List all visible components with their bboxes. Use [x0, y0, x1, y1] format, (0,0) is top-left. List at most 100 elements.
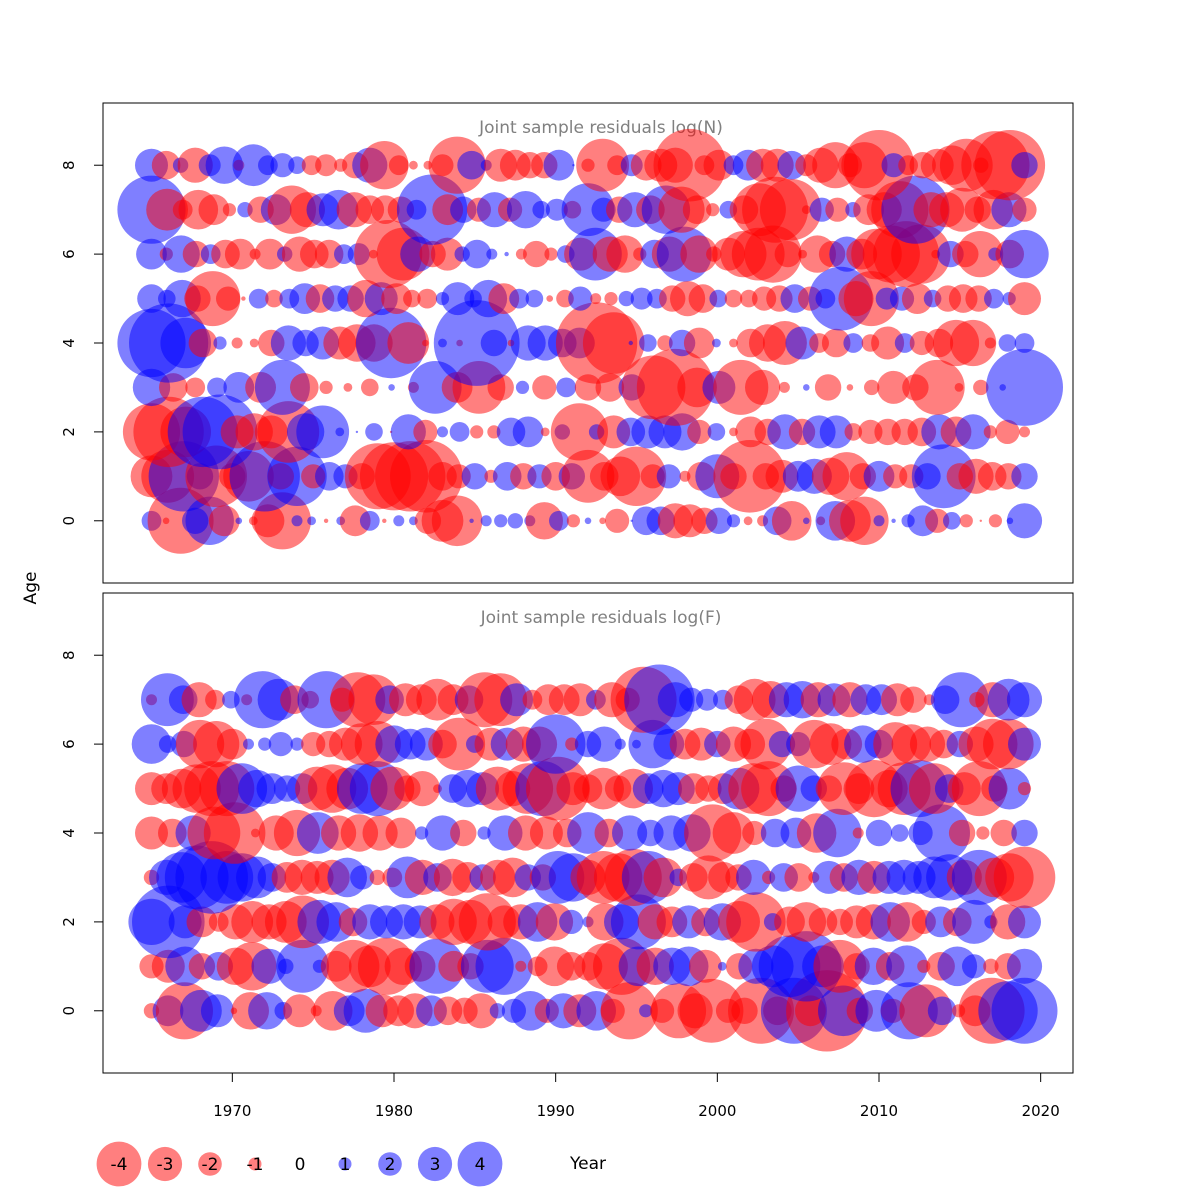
negative-residual-bubble: [1012, 197, 1037, 222]
negative-residual-bubble: [151, 150, 181, 180]
positive-residual-bubble: [235, 517, 243, 525]
negative-residual-bubble: [422, 339, 429, 347]
positive-residual-bubble: [512, 416, 544, 448]
negative-residual-bubble: [290, 373, 319, 402]
legend: -4 -3 -2 -1 0 1 2 3 4: [96, 1141, 503, 1187]
positive-residual-bubble: [927, 996, 957, 1026]
positive-residual-bubble: [584, 517, 592, 525]
negative-residual-bubble: [1008, 282, 1041, 316]
x-tick-label: 2020: [1022, 1102, 1060, 1120]
legend-bubble: [338, 1157, 352, 1171]
negative-residual-bubble: [181, 682, 217, 718]
negative-residual-bubble: [599, 517, 606, 525]
positive-residual-bubble: [736, 859, 772, 896]
positive-residual-bubble: [760, 818, 790, 848]
negative-residual-bubble: [712, 812, 755, 854]
positive-residual-bubble: [984, 288, 1004, 309]
positive-residual-bubble: [213, 336, 227, 350]
legend-bubble: [457, 1141, 503, 1187]
negative-residual-bubble: [843, 271, 899, 327]
negative-residual-bubble: [653, 128, 727, 202]
negative-residual-bubble: [515, 960, 527, 972]
negative-residual-bubble: [369, 869, 385, 886]
positive-residual-bubble: [891, 824, 909, 842]
positive-residual-bubble: [561, 183, 615, 237]
negative-residual-bubble: [430, 237, 464, 271]
legend-label: -4: [111, 1155, 128, 1175]
positive-residual-bubble: [489, 1003, 506, 1019]
positive-residual-bubble: [415, 826, 429, 840]
positive-residual-bubble: [803, 517, 810, 525]
negative-residual-bubble: [450, 819, 477, 847]
negative-residual-bubble: [983, 958, 999, 974]
positive-residual-bubble: [182, 394, 258, 470]
negative-residual-bubble: [871, 326, 905, 360]
y-tick-label: 4: [60, 828, 78, 838]
positive-residual-bubble: [461, 463, 488, 490]
legend-bubble: [417, 1146, 453, 1182]
positive-residual-bubble: [504, 251, 509, 257]
positive-residual-bubble: [1011, 819, 1038, 847]
negative-residual-bubble: [682, 195, 712, 224]
negative-residual-bubble: [909, 359, 965, 415]
negative-residual-bubble: [222, 203, 236, 217]
negative-residual-bubble: [979, 519, 982, 522]
positive-residual-bubble: [567, 812, 609, 854]
positive-residual-bubble: [612, 815, 648, 851]
negative-residual-bubble: [993, 846, 1056, 909]
positive-residual-bubble: [248, 288, 269, 309]
negative-residual-bubble: [382, 518, 387, 523]
y-tick-label: 6: [60, 739, 78, 749]
positive-residual-bubble: [955, 414, 991, 450]
negative-residual-bubble: [188, 328, 218, 358]
positive-residual-bubble: [991, 977, 1058, 1044]
negative-residual-bubble: [840, 496, 889, 545]
y-tick-label: 0: [60, 1006, 78, 1016]
legend-bubble: [147, 1146, 183, 1182]
positive-residual-bubble: [469, 518, 474, 523]
negative-residual-bubble: [231, 337, 243, 349]
positive-residual-bubble: [891, 518, 896, 523]
legend-label: 3: [430, 1155, 441, 1175]
positive-residual-bubble: [334, 244, 354, 264]
positive-residual-bubble: [656, 464, 681, 489]
positive-residual-bubble: [449, 422, 470, 442]
negative-residual-bubble: [743, 516, 753, 526]
positive-residual-bubble: [572, 164, 575, 167]
positive-residual-bubble: [865, 819, 893, 847]
positive-residual-bubble: [270, 153, 295, 178]
negative-residual-bubble: [283, 994, 317, 1028]
negative-residual-bubble: [216, 286, 241, 311]
negative-residual-bubble: [813, 939, 867, 993]
positive-residual-bubble: [437, 426, 448, 438]
positive-residual-bubble: [1011, 463, 1038, 490]
panel-log-n-title: Joint sample residuals log(N): [478, 118, 723, 138]
y-tick-label: 2: [60, 917, 78, 927]
panel-log-n-bubbles: [117, 128, 1063, 554]
legend-label: 2: [385, 1155, 396, 1175]
positive-residual-bubble: [424, 815, 461, 851]
positive-residual-bubble: [1006, 503, 1043, 539]
negative-residual-bubble: [205, 689, 225, 710]
negative-residual-bubble: [182, 240, 210, 268]
positive-residual-bubble: [813, 808, 862, 858]
positive-residual-bubble: [717, 961, 727, 971]
negative-residual-bubble: [546, 295, 553, 302]
x-tick-label: 2010: [860, 1102, 898, 1120]
positive-residual-bubble: [290, 737, 304, 751]
positive-residual-bubble: [509, 288, 529, 309]
negative-residual-bubble: [390, 440, 463, 513]
positive-residual-bubble: [843, 333, 864, 353]
negative-residual-bubble: [525, 502, 563, 540]
negative-residual-bubble: [877, 370, 911, 404]
positive-residual-bubble: [268, 732, 293, 757]
positive-residual-bubble: [549, 510, 569, 531]
negative-residual-bubble: [995, 419, 1020, 444]
negative-residual-bubble: [224, 238, 256, 270]
negative-residual-bubble: [950, 319, 997, 367]
negative-residual-bubble: [706, 203, 720, 217]
positive-residual-bubble: [136, 238, 167, 270]
negative-residual-bubble: [563, 683, 597, 717]
positive-residual-bubble: [137, 284, 166, 313]
